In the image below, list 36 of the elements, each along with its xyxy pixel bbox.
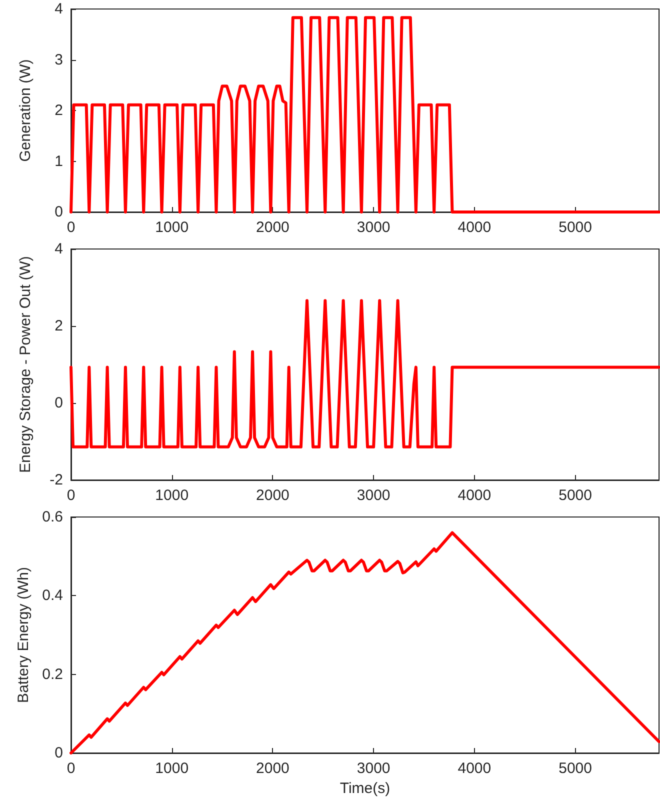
x-tick-label: 2000 <box>256 487 290 504</box>
x-tick-label: 0 <box>66 487 76 504</box>
x-tick-label: 0 <box>66 219 76 236</box>
y-axis-title: Energy Storage - Power Out (W) <box>17 256 34 473</box>
x-tick-label: 4000 <box>458 219 492 236</box>
y-tick-label: 0.4 <box>42 587 63 604</box>
x-axis-title: Time(s) <box>340 780 390 797</box>
x-tick-label: 0 <box>66 760 76 777</box>
line-series <box>70 299 660 448</box>
y-tick-label: 1 <box>54 152 63 170</box>
x-tick-label: 3000 <box>356 760 390 777</box>
y-tick-label: 0 <box>54 744 63 762</box>
y-tick-label: 4 <box>54 240 63 258</box>
x-tick-label: 4000 <box>458 487 492 504</box>
x-tick-label: 1000 <box>155 487 189 504</box>
y-tick-label: 2 <box>54 318 63 334</box>
y-tick-label: 0 <box>54 204 63 220</box>
x-tick-label: 2000 <box>256 219 290 236</box>
x-tick-label: 1000 <box>155 219 189 236</box>
y-tick-label: 0 <box>54 394 63 412</box>
y-tick-label: 2 <box>54 102 63 119</box>
x-tick-label: 1000 <box>155 760 189 777</box>
y-axis-title: Battery Energy (Wh) <box>15 567 32 703</box>
x-tick-label: 3000 <box>356 219 390 236</box>
y-tick-label: 3 <box>54 51 63 68</box>
y-tick-label: -2 <box>50 472 63 488</box>
y-axis-title: Generation (W) <box>17 59 34 162</box>
y-tick-label: 4 <box>54 0 63 18</box>
x-tick-label: 2000 <box>256 760 290 777</box>
y-tick-label: 0.6 <box>42 508 63 526</box>
x-tick-label: 4000 <box>458 760 492 777</box>
x-tick-label: 3000 <box>356 487 390 504</box>
x-tick-label: 5000 <box>558 219 592 236</box>
x-tick-label: 5000 <box>558 760 592 777</box>
x-tick-label: 5000 <box>558 487 592 504</box>
y-tick-label: 0.2 <box>42 666 63 683</box>
